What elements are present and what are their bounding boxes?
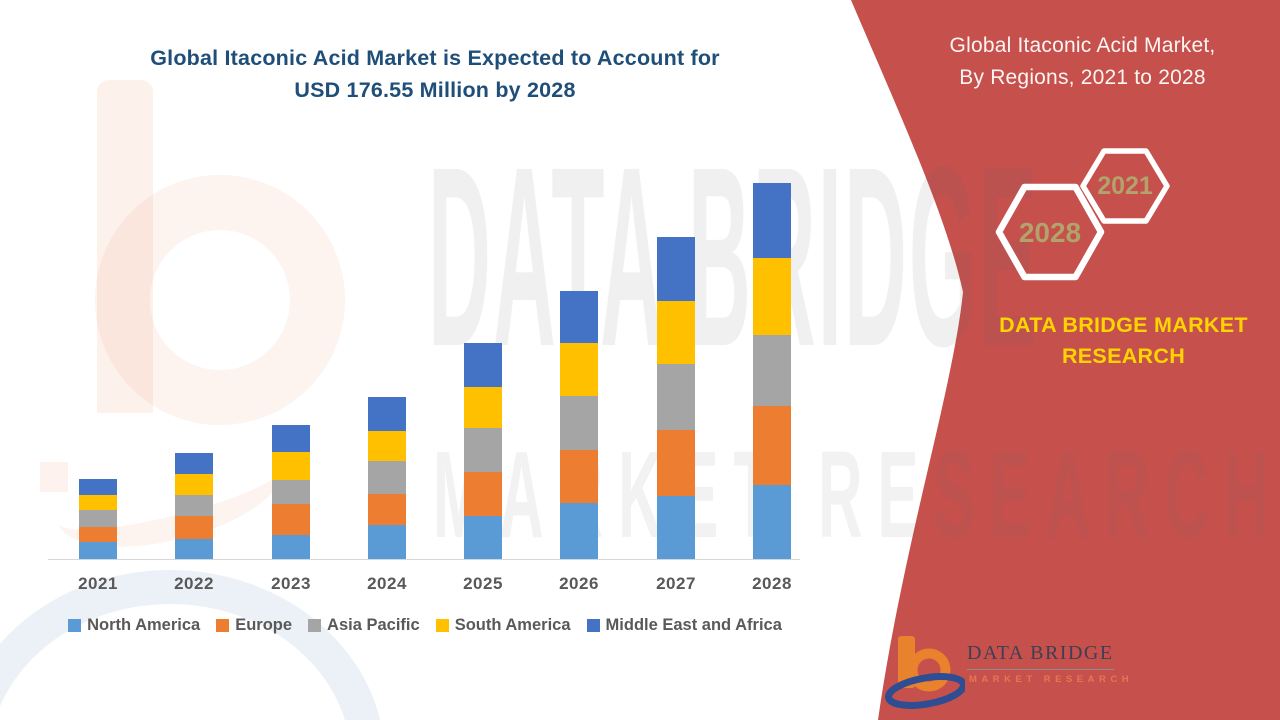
x-axis-label-2026: 2026 (559, 574, 599, 593)
legend-swatch-icon (68, 619, 82, 632)
dbmr-logo-title: DATA BRIDGE (967, 642, 1114, 670)
bar-2023 (272, 425, 310, 559)
bar-2021 (79, 478, 117, 559)
segment-2024-middle-east-and-africa (368, 397, 406, 431)
segment-2028-europe (753, 405, 791, 485)
segment-2022-asia-pacific (175, 494, 213, 516)
segment-2023-south-america (272, 452, 310, 480)
x-axis-label-2027: 2027 (656, 574, 696, 593)
segment-2027-asia-pacific (657, 364, 695, 431)
segment-2022-north-america (175, 539, 213, 559)
segment-2021-south-america (79, 494, 117, 511)
segment-2023-north-america (272, 534, 310, 559)
legend-label: South America (454, 616, 571, 634)
segment-2025-asia-pacific (464, 427, 502, 472)
segment-2028-asia-pacific (753, 334, 791, 406)
side-panel-heading-line2: By Regions, 2021 to 2028 (959, 65, 1206, 89)
segment-2021-middle-east-and-africa (79, 478, 117, 495)
x-axis-label-2022: 2022 (174, 574, 214, 593)
chart-title-line1: Global Itaconic Acid Market is Expected … (150, 46, 720, 70)
bar-2024 (368, 397, 406, 559)
legend-label: Europe (235, 616, 293, 634)
segment-2025-middle-east-and-africa (464, 342, 502, 388)
legend-swatch-icon (308, 619, 322, 632)
segment-2026-middle-east-and-africa (560, 290, 598, 343)
side-panel-heading-line1: Global Itaconic Acid Market, (949, 34, 1216, 57)
segment-2023-asia-pacific (272, 479, 310, 504)
chart-legend: North America Europe Asia Pacific South Ame… (20, 616, 830, 635)
legend-swatch-icon (435, 619, 449, 632)
segment-2021-north-america (79, 542, 117, 559)
dbmr-logo: DATA BRIDGE MARKET RESEARCH (885, 632, 1129, 712)
segment-2022-south-america (175, 473, 213, 495)
hexagon-2028-label: 2028 (1019, 217, 1081, 248)
segment-2027-europe (657, 430, 695, 496)
segment-2024-asia-pacific (368, 460, 406, 495)
segment-2026-north-america (560, 503, 598, 559)
segment-2024-north-america (368, 524, 406, 559)
segment-2026-europe (560, 450, 598, 503)
segment-2027-middle-east-and-africa (657, 237, 695, 301)
segment-2027-north-america (657, 495, 695, 559)
hexagon-2028-outline (995, 183, 1105, 281)
segment-2024-europe (368, 494, 406, 525)
legend-swatch-icon (216, 619, 230, 632)
legend-label: North America (87, 616, 201, 634)
hexagon-2021-outline (1080, 148, 1170, 224)
segment-2028-north-america (753, 484, 791, 559)
hexagon-2021-label: 2021 (1097, 172, 1153, 200)
legend-label: Middle East and Africa (605, 616, 782, 634)
legend-item-asia-pacific: Asia Pacific (308, 616, 420, 635)
brand-text-line2: RESEARCH (1061, 344, 1186, 369)
segment-2023-middle-east-and-africa (272, 425, 310, 453)
side-panel-brand-text: DATA BRIDGE MARKET RESEARCH (971, 310, 1276, 372)
segment-2021-asia-pacific (79, 510, 117, 527)
segment-2023-europe (272, 503, 310, 535)
x-axis-label-2024: 2024 (367, 574, 407, 593)
legend-swatch-icon (586, 619, 600, 632)
legend-item-north-america: North America (68, 616, 200, 635)
segment-2028-middle-east-and-africa (753, 182, 791, 258)
segment-2022-middle-east-and-africa (175, 453, 213, 474)
side-panel-red-shape (851, 0, 1280, 720)
chart-title-line2: USD 176.55 Million by 2028 (294, 78, 576, 103)
logo-b-bowl (907, 648, 951, 692)
watermark-logo-square-shape (40, 462, 68, 492)
segment-2021-europe (79, 526, 117, 543)
legend-item-europe: Europe (216, 616, 292, 635)
x-axis-line (48, 559, 800, 560)
x-axis-label-2028: 2028 (752, 574, 792, 593)
bar-2027 (657, 237, 695, 559)
chart-title: Global Itaconic Acid Market is Expected … (90, 42, 780, 107)
brand-text-line1: DATA BRIDGE MARKET (999, 313, 1248, 337)
logo-swoosh (885, 673, 965, 709)
segment-2026-south-america (560, 342, 598, 397)
bar-2022 (175, 453, 213, 559)
legend-item-middle-east-and-africa: Middle East and Africa (586, 616, 782, 635)
segment-2025-europe (464, 472, 502, 516)
segment-2025-south-america (464, 387, 502, 428)
segment-2022-europe (175, 515, 213, 539)
bar-2028 (753, 182, 791, 559)
legend-item-south-america: South America (435, 616, 571, 635)
bar-2025 (464, 342, 502, 559)
dbmr-logo-subtitle: MARKET RESEARCH (969, 674, 1134, 685)
x-axis-label-2023: 2023 (271, 574, 311, 593)
x-axis-label-2025: 2025 (463, 574, 503, 593)
dbmr-logo-mark-icon (885, 636, 965, 709)
segment-2024-south-america (368, 430, 406, 461)
plot-area (79, 182, 791, 559)
segment-2026-asia-pacific (560, 396, 598, 450)
bar-2026 (560, 290, 598, 559)
x-axis-label-2021: 2021 (78, 574, 118, 593)
segment-2028-south-america (753, 257, 791, 335)
side-panel-heading: Global Itaconic Acid Market, By Regions,… (920, 30, 1245, 94)
segment-2025-north-america (464, 515, 502, 559)
legend-label: Asia Pacific (327, 616, 420, 634)
segment-2027-south-america (657, 300, 695, 365)
